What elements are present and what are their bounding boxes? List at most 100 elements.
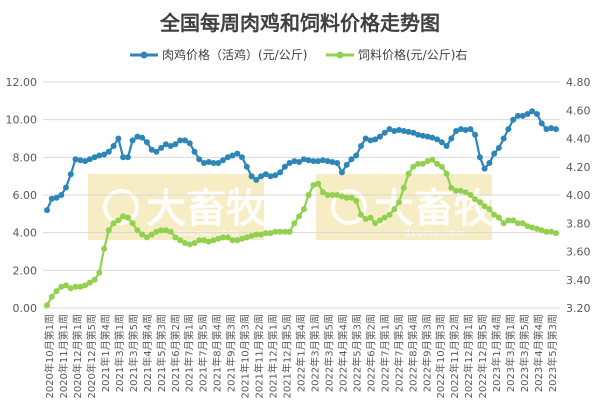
data-point-feed xyxy=(329,192,336,198)
x-tick-label: 2022年3月第1周 xyxy=(308,314,321,392)
data-point-broiler xyxy=(224,154,231,161)
data-point-broiler xyxy=(48,195,55,202)
data-point-feed xyxy=(343,194,350,201)
x-tick-label: 2022年3月第5周 xyxy=(322,314,335,392)
y-right-tick-label: 3.20 xyxy=(566,302,591,315)
data-point-broiler xyxy=(110,143,117,149)
data-point-broiler xyxy=(324,158,331,165)
x-tick-label: 2023年4月第4周 xyxy=(532,314,545,392)
data-point-feed xyxy=(410,163,417,170)
x-tick-label: 2021年7月第1周 xyxy=(183,314,196,392)
data-point-broiler xyxy=(415,131,421,138)
y-axis-left: 0.00 2.00 4.00 6.00 8.00 10.00 12.00 xyxy=(6,76,38,315)
y-right-tick-label: 3.40 xyxy=(566,274,591,287)
data-point-feed xyxy=(377,217,383,224)
data-point-broiler xyxy=(129,137,136,144)
y-right-tick-label: 3.80 xyxy=(566,217,591,230)
data-point-feed xyxy=(253,231,260,238)
data-point-broiler xyxy=(548,125,555,132)
data-point-broiler xyxy=(77,157,84,164)
x-tick-label: 2021年7月第5周 xyxy=(197,314,210,392)
data-point-broiler xyxy=(167,143,174,149)
data-point-feed xyxy=(215,235,222,242)
data-point-broiler xyxy=(495,144,502,151)
data-point-feed xyxy=(319,189,326,196)
data-point-feed xyxy=(538,227,545,234)
data-point-feed xyxy=(96,269,103,276)
x-tick-label: 2021年3月第1周 xyxy=(113,314,126,392)
data-point-feed xyxy=(86,279,93,286)
data-point-broiler xyxy=(58,192,65,198)
data-point-broiler xyxy=(486,160,493,166)
data-point-feed xyxy=(272,228,279,235)
data-point-broiler xyxy=(162,141,169,148)
data-point-broiler xyxy=(343,161,350,168)
data-point-feed xyxy=(191,240,198,246)
data-point-feed xyxy=(291,220,298,227)
data-point-broiler xyxy=(319,157,326,164)
x-tick-label: 2021年12月第5周 xyxy=(281,314,294,399)
data-point-feed xyxy=(467,192,474,198)
y-right-tick-label: 4.80 xyxy=(566,76,591,89)
data-point-broiler xyxy=(443,143,450,149)
x-tick-label: 2021年8月第4周 xyxy=(211,314,224,392)
data-point-feed xyxy=(415,160,421,167)
data-point-broiler xyxy=(481,165,488,172)
data-point-broiler xyxy=(296,159,303,165)
data-point-broiler xyxy=(196,156,203,163)
x-tick-label: 2023年3月第5周 xyxy=(518,314,531,392)
data-point-feed xyxy=(172,234,179,241)
data-point-broiler xyxy=(139,134,146,141)
watermark-subtext-right: dxumu.com xyxy=(404,229,466,239)
data-point-broiler xyxy=(396,127,402,133)
data-point-broiler xyxy=(419,132,426,139)
data-point-feed xyxy=(434,160,441,167)
data-point-feed xyxy=(334,192,341,198)
data-point-broiler xyxy=(182,137,188,144)
data-point-broiler xyxy=(262,171,269,178)
data-point-broiler xyxy=(124,154,131,161)
data-point-feed xyxy=(196,237,203,244)
data-point-broiler xyxy=(353,152,360,159)
x-tick-label: 2020年12月第5周 xyxy=(85,314,98,399)
data-point-broiler xyxy=(348,156,355,163)
data-point-broiler xyxy=(63,184,69,191)
data-point-feed xyxy=(286,228,293,235)
data-point-feed xyxy=(305,192,312,198)
y-left-tick-label: 6.00 xyxy=(13,189,38,202)
data-point-broiler xyxy=(410,129,417,136)
data-point-broiler xyxy=(372,136,379,143)
x-tick-label: 2022年1月第4周 xyxy=(295,314,308,392)
data-point-feed xyxy=(177,237,184,244)
x-tick-label: 2021年1月第4周 xyxy=(99,314,112,392)
data-point-broiler xyxy=(239,154,245,161)
x-tick-label: 2022年9月第3周 xyxy=(420,314,433,392)
watermark-logo-right xyxy=(331,189,367,225)
data-point-feed xyxy=(372,220,379,227)
data-point-broiler xyxy=(277,169,284,176)
gridlines xyxy=(43,81,560,309)
data-point-feed xyxy=(543,228,550,235)
x-tick-label: 2022年7月第5周 xyxy=(392,314,405,392)
data-point-feed xyxy=(553,230,559,237)
x-tick-label: 2023年1月第4周 xyxy=(490,314,503,392)
data-point-broiler xyxy=(177,137,184,144)
data-point-broiler xyxy=(186,140,193,147)
data-point-feed xyxy=(148,231,155,238)
data-point-feed xyxy=(205,238,212,245)
data-point-broiler xyxy=(82,158,89,165)
data-point-feed xyxy=(53,288,60,295)
x-tick-label: 2020年10月第1周 xyxy=(43,314,56,399)
data-point-feed xyxy=(534,225,540,232)
x-tick-label: 2022年6月第2周 xyxy=(364,314,377,392)
data-point-broiler xyxy=(210,160,217,166)
data-point-feed xyxy=(519,220,526,227)
data-point-broiler xyxy=(229,152,236,159)
data-point-broiler xyxy=(377,133,383,140)
x-tick-label: 2022年12月第1周 xyxy=(462,314,475,399)
data-point-broiler xyxy=(553,126,559,133)
data-point-feed xyxy=(310,182,317,189)
data-point-feed xyxy=(44,302,50,309)
data-point-broiler xyxy=(391,128,398,134)
